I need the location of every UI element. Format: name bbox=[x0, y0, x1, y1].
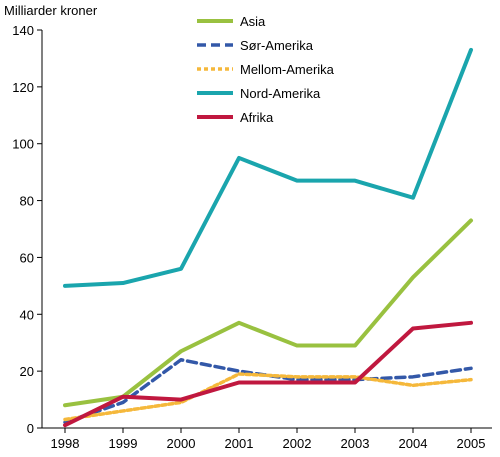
series-line-mellom-amerika bbox=[63, 372, 473, 422]
series-line-afrika bbox=[63, 320, 473, 428]
y-tick-label: 0 bbox=[27, 421, 34, 436]
x-tick-label: 2003 bbox=[341, 436, 370, 451]
y-tick-label: 140 bbox=[12, 23, 34, 38]
x-tick-label: 2001 bbox=[225, 436, 254, 451]
legend-label-nord-amerika: Nord-Amerika bbox=[240, 86, 321, 101]
x-tick-label: 2005 bbox=[457, 436, 486, 451]
y-tick-label: 100 bbox=[12, 137, 34, 152]
series-line-nord-amerika bbox=[63, 47, 473, 288]
x-axis-ticks: 1998 1999 2000 2001 2002 2003 2004 2005 bbox=[51, 428, 486, 451]
series-lines bbox=[63, 47, 473, 428]
x-tick-label: 2000 bbox=[167, 436, 196, 451]
legend-label-afrika: Afrika bbox=[240, 110, 274, 125]
y-axis-ticks: 0 20 40 60 80 100 120 140 bbox=[12, 23, 42, 436]
y-tick-label: 20 bbox=[20, 364, 34, 379]
series-line-s-r-amerika bbox=[63, 358, 473, 425]
y-tick-label: 40 bbox=[20, 307, 34, 322]
x-tick-label: 2004 bbox=[399, 436, 428, 451]
legend: Asia Sør-Amerika Mellom-Amerika Nord-Amerik… bbox=[197, 14, 335, 125]
y-tick-label: 60 bbox=[20, 250, 34, 265]
series-line-asia bbox=[63, 218, 473, 408]
y-tick-label: 120 bbox=[12, 80, 34, 95]
legend-label-s-r-amerika: Sør-Amerika bbox=[240, 38, 314, 53]
legend-label-mellom-amerika: Mellom-Amerika bbox=[240, 62, 335, 77]
legend-label-asia: Asia bbox=[240, 14, 266, 29]
x-tick-label: 1998 bbox=[51, 436, 80, 451]
y-tick-label: 80 bbox=[20, 194, 34, 209]
x-tick-label: 1999 bbox=[109, 436, 138, 451]
y-axis-title: Milliarder kroner bbox=[4, 3, 98, 18]
x-tick-label: 2002 bbox=[283, 436, 312, 451]
